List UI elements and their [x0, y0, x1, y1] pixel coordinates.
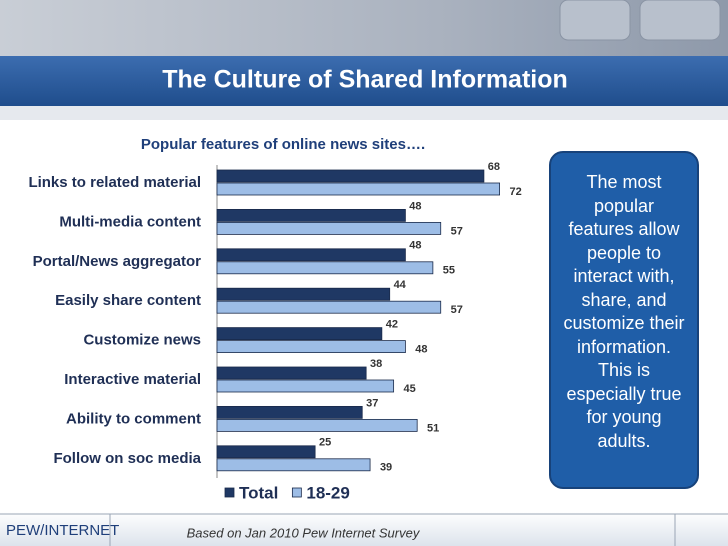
bar [216, 261, 434, 275]
slide-title: The Culture of Shared Information [162, 66, 568, 94]
legend-label: 18-29 [306, 483, 349, 502]
bar [216, 300, 442, 314]
bar [216, 208, 406, 222]
bar [216, 182, 501, 196]
legend-swatch [291, 487, 302, 498]
value-label: 51 [427, 422, 439, 434]
legend-label: Total [239, 483, 278, 502]
value-label: 48 [409, 240, 421, 252]
category-label: Interactive material [64, 371, 201, 388]
bar [216, 287, 391, 301]
category-label: Ability to comment [66, 410, 201, 427]
category-label: Portal/News aggregator [33, 253, 202, 270]
value-label: 38 [370, 358, 382, 370]
bar [216, 340, 406, 354]
key [559, 0, 631, 41]
logo: PEW/INTERNET [6, 522, 119, 539]
value-label: 55 [443, 265, 455, 277]
bar [216, 418, 418, 432]
category-label: Follow on soc media [53, 450, 201, 467]
footnote: Based on Jan 2010 Pew Internet Survey [187, 525, 421, 540]
value-label: 48 [415, 344, 427, 356]
value-label: 42 [386, 319, 398, 331]
chart-title: Popular features of online news sites…. [141, 136, 425, 153]
bar [216, 169, 485, 183]
category-label: Customize news [83, 332, 201, 349]
value-label: 57 [451, 225, 463, 237]
category-label: Easily share content [55, 292, 201, 309]
bar [216, 366, 367, 380]
title-bar [0, 56, 728, 106]
bar [216, 248, 406, 262]
value-label: 68 [488, 161, 500, 173]
legend-swatch [224, 487, 235, 498]
bar [216, 327, 383, 341]
bar [216, 405, 363, 419]
value-label: 57 [451, 304, 463, 316]
value-label: 39 [380, 462, 392, 474]
value-label: 37 [366, 397, 378, 409]
callout: The most popular features allow people t… [549, 151, 699, 489]
bar [216, 445, 316, 459]
footer [0, 512, 728, 546]
value-label: 25 [319, 437, 331, 449]
value-label: 44 [394, 279, 407, 291]
bar [216, 221, 442, 235]
key [639, 0, 721, 41]
category-label: Multi-media content [59, 213, 201, 230]
value-label: 45 [404, 383, 416, 395]
bar [216, 379, 395, 393]
value-label: 48 [409, 200, 421, 212]
value-label: 72 [509, 186, 521, 198]
category-label: Links to related material [28, 174, 201, 191]
band [0, 106, 728, 120]
bar [216, 458, 371, 472]
